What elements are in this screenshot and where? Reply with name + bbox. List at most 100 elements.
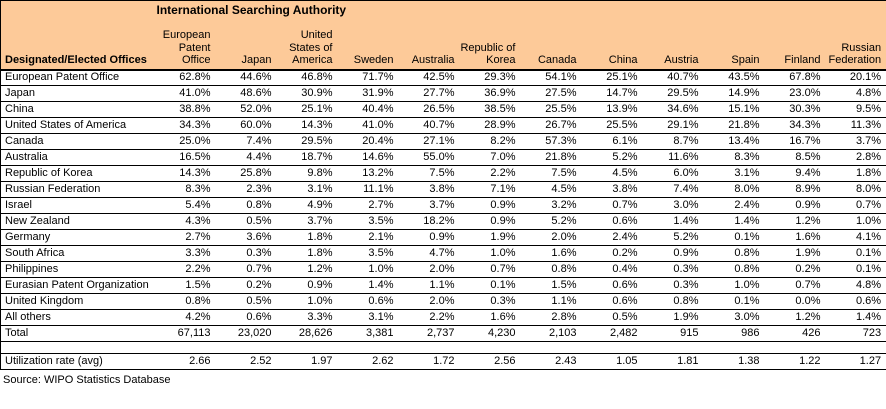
data-cell: 9.4% [764,165,826,183]
data-cell: 0.0% [764,293,826,311]
row-label: United Kingdom [0,293,155,311]
data-cell: 14.6% [337,149,399,167]
table-row: European Patent Office 62.8% 44.6% 46.8% 71.… [0,69,886,87]
data-cell: 986 [703,325,765,343]
data-cell: 16.7% [764,133,826,151]
data-cell: 3.8% [398,181,460,199]
data-cell: 6.0% [642,165,704,183]
data-cell: 34.3% [764,117,826,135]
data-cell: 43.5% [703,69,765,87]
table-row: South Africa 3.3% 0.3% 1.8% 3.5% 4.7% 1.0% 1.6%… [0,245,886,263]
data-cell: 3.0% [703,309,765,327]
data-cell: 2.2% [398,309,460,327]
data-cell: 1.0% [825,213,886,231]
table-row: All others 4.2% 0.6% 3.3% 3.1% 2.2% 1.6% 2.8% 0.… [0,309,886,327]
data-cell: 9.5% [825,101,886,119]
row-label: European Patent Office [0,69,155,87]
data-cell: 0.9% [276,277,338,295]
table-row: China 38.8% 52.0% 25.1% 40.4% 26.5% 38.5% 25.5%… [0,101,886,119]
data-cell: 3,381 [337,325,399,343]
data-cell: 0.6% [215,309,277,327]
data-cell: 29.5% [642,85,704,103]
data-cell: 1.0% [703,277,765,295]
data-cell: 41.0% [337,117,399,135]
data-cell: 67.8% [764,69,826,87]
data-cell: 1.9% [642,309,704,327]
data-cell: 21.8% [520,149,582,167]
data-cell: 4.7% [398,245,460,263]
data-cell: 26.7% [520,117,582,135]
data-cell: 25.5% [520,101,582,119]
data-cell: 2.8% [520,309,582,327]
data-cell: 0.2% [764,261,826,279]
data-cell: 1.2% [276,261,338,279]
data-cell: 1.8% [276,229,338,247]
data-cell: 2,737 [398,325,460,343]
table-row: Japan 41.0% 48.6% 30.9% 31.9% 27.7% 36.9% 27.5%… [0,85,886,103]
data-cell: 3.1% [703,165,765,183]
column-header: Finland [764,17,826,71]
data-cell: 30.3% [764,101,826,119]
data-cell: 2,103 [520,325,582,343]
data-cell: 2.7% [337,197,399,215]
data-cell: 0.7% [825,197,886,215]
data-cell: 1.4% [703,213,765,231]
data-cell: 0.1% [825,245,886,263]
data-cell: 5.2% [642,229,704,247]
data-cell: 16.5% [154,149,216,167]
data-cell: 54.1% [520,69,582,87]
data-cell: 8.3% [703,149,765,167]
data-cell: 0.3% [459,293,521,311]
table-row: New Zealand 4.3% 0.5% 3.7% 3.5% 18.2% 0.9% 5.2%… [0,213,886,231]
data-cell: 0.8% [703,261,765,279]
data-cell: 8.3% [154,181,216,199]
data-cell: 1.1% [520,293,582,311]
data-cell: 7.4% [642,181,704,199]
column-header: Sweden [337,17,399,71]
column-header-row: Designated/Elected Offices European Pate… [0,17,886,71]
data-cell: 25.1% [581,69,643,87]
data-cell: 9.8% [276,165,338,183]
data-cell: 0.1% [703,229,765,247]
table-row: Germany 2.7% 3.6% 1.8% 2.1% 0.9% 1.9% 2.0% 2.4% 5… [0,229,886,247]
data-cell: 14.7% [581,85,643,103]
data-cell: 40.7% [398,117,460,135]
data-cell: 0.9% [764,197,826,215]
data-cell: 46.8% [276,69,338,87]
data-cell: 1.38 [703,353,765,371]
data-cell: 1.1% [398,277,460,295]
data-cell: 25.5% [581,117,643,135]
data-cell: 44.6% [215,69,277,87]
data-cell: 3.6% [215,229,277,247]
row-label: Total [0,325,155,343]
data-cell: 1.4% [642,213,704,231]
data-cell: 0.1% [459,277,521,295]
data-cell: 1.5% [154,277,216,295]
data-cell: 29.1% [642,117,704,135]
data-cell: 2.43 [520,353,582,371]
row-label: Germany [0,229,155,247]
data-cell: 1.6% [520,245,582,263]
data-cell: 62.8% [154,69,216,87]
data-cell: 27.5% [520,85,582,103]
data-cell: 0.6% [581,277,643,295]
gap-row [0,341,886,355]
data-cell: 3.5% [337,213,399,231]
column-header: Australia [398,17,460,71]
isa-statistics-table: International Searching Authority Design… [0,0,886,371]
data-cell: 4.3% [154,213,216,231]
data-cell: 42.5% [398,69,460,87]
data-cell: 0.4% [581,261,643,279]
data-cell: 14.9% [703,85,765,103]
row-label: China [0,101,155,119]
data-cell: 8.0% [703,181,765,199]
data-cell: 29.5% [276,133,338,151]
data-cell: 1.9% [459,229,521,247]
table-row: United States of America 34.3% 60.0% 14.3% 4… [0,117,886,135]
table-row: Canada 25.0% 7.4% 29.5% 20.4% 27.1% 8.2% 57.3% 6… [0,133,886,151]
data-cell: 13.9% [581,101,643,119]
data-cell: 4.8% [825,277,886,295]
data-cell: 4.4% [215,149,277,167]
data-cell: 0.8% [642,293,704,311]
data-cell: 7.1% [459,181,521,199]
